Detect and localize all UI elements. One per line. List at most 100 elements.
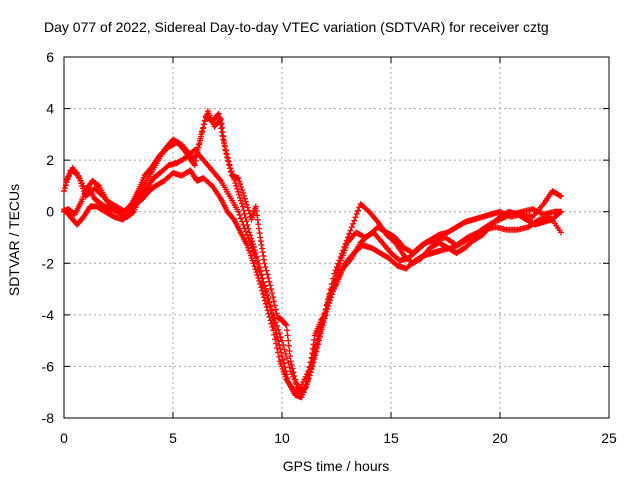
- point-marker: [267, 282, 274, 289]
- x-tick-labels: 0 5 10 15 20 25: [60, 430, 617, 446]
- data-points: [61, 108, 565, 401]
- point-marker: [342, 240, 349, 247]
- point-marker: [346, 230, 353, 237]
- point-marker: [332, 267, 339, 274]
- point-marker: [196, 140, 203, 147]
- point-marker: [352, 214, 359, 221]
- point-marker: [335, 260, 342, 267]
- point-marker: [315, 333, 322, 340]
- point-marker: [249, 245, 256, 252]
- y-tick-label-7: 6: [46, 49, 54, 65]
- point-marker: [253, 269, 260, 276]
- y-axis-label: SDTVAR / TECUs: [6, 184, 22, 296]
- point-marker: [270, 311, 277, 318]
- point-marker: [254, 259, 261, 266]
- point-marker: [254, 272, 261, 279]
- point-marker: [272, 336, 279, 343]
- point-marker: [260, 279, 267, 286]
- point-marker: [225, 157, 232, 164]
- grid-lines: [64, 57, 609, 418]
- point-marker: [258, 284, 265, 291]
- point-marker: [223, 150, 230, 157]
- point-marker: [232, 179, 239, 186]
- point-marker: [240, 221, 247, 228]
- point-marker: [256, 267, 263, 274]
- point-marker: [237, 181, 244, 188]
- point-marker: [238, 184, 245, 191]
- point-marker: [267, 317, 274, 324]
- point-marker: [333, 263, 340, 270]
- point-marker: [199, 128, 206, 135]
- point-marker: [281, 346, 288, 353]
- point-marker: [242, 198, 249, 205]
- point-marker: [310, 350, 317, 357]
- point-marker: [323, 301, 330, 308]
- point-marker: [325, 296, 332, 303]
- point-marker: [338, 250, 345, 257]
- point-marker: [285, 359, 292, 366]
- point-marker: [252, 255, 259, 262]
- point-marker: [257, 271, 264, 278]
- point-marker: [328, 280, 335, 287]
- point-marker: [311, 346, 318, 353]
- y-tick-labels: -8 -6 -4 -2 0 2 4 6: [42, 49, 55, 426]
- point-marker: [264, 271, 271, 278]
- point-marker: [308, 355, 315, 362]
- point-marker: [305, 368, 312, 375]
- point-marker: [236, 194, 243, 201]
- point-marker: [286, 364, 293, 371]
- point-marker: [300, 389, 307, 396]
- point-marker: [201, 121, 208, 128]
- point-marker: [270, 327, 277, 334]
- point-marker: [200, 124, 207, 131]
- point-marker: [558, 193, 565, 200]
- point-marker: [235, 175, 242, 182]
- y-tick-label-6: 4: [46, 101, 54, 117]
- point-marker: [265, 275, 272, 282]
- point-marker: [271, 315, 278, 322]
- point-marker: [272, 306, 279, 313]
- point-marker: [246, 238, 253, 245]
- point-marker: [285, 342, 292, 349]
- point-marker: [237, 215, 244, 222]
- point-marker: [283, 355, 290, 362]
- point-marker: [336, 257, 343, 264]
- point-marker: [259, 275, 266, 282]
- point-marker: [556, 209, 563, 216]
- point-marker: [236, 212, 243, 219]
- point-marker: [283, 327, 290, 334]
- point-marker: [261, 297, 268, 304]
- point-marker: [241, 192, 248, 199]
- point-marker: [245, 235, 252, 242]
- point-marker: [275, 353, 282, 360]
- point-marker: [266, 299, 273, 306]
- point-marker: [239, 218, 246, 225]
- point-marker: [286, 347, 293, 354]
- point-marker: [263, 267, 270, 274]
- point-marker: [277, 345, 284, 352]
- point-marker: [269, 307, 276, 314]
- x-tick-label-0: 0: [60, 430, 68, 446]
- point-marker: [198, 131, 205, 138]
- plot-frame: [63, 56, 610, 419]
- point-marker: [192, 157, 199, 164]
- point-marker: [270, 298, 277, 305]
- point-marker: [237, 197, 244, 204]
- point-marker: [260, 290, 267, 297]
- point-marker: [241, 195, 248, 202]
- point-marker: [558, 229, 565, 236]
- point-marker: [261, 283, 268, 290]
- point-marker: [240, 189, 247, 196]
- x-tick-label-5: 25: [601, 430, 617, 446]
- point-marker: [250, 260, 257, 267]
- point-marker: [317, 324, 324, 331]
- point-marker: [197, 135, 204, 142]
- point-marker: [266, 278, 273, 285]
- x-tick-label-3: 15: [383, 430, 399, 446]
- point-marker: [224, 154, 231, 161]
- point-marker: [558, 208, 565, 215]
- point-marker: [279, 337, 285, 344]
- point-marker: [318, 319, 325, 326]
- point-marker: [234, 185, 241, 192]
